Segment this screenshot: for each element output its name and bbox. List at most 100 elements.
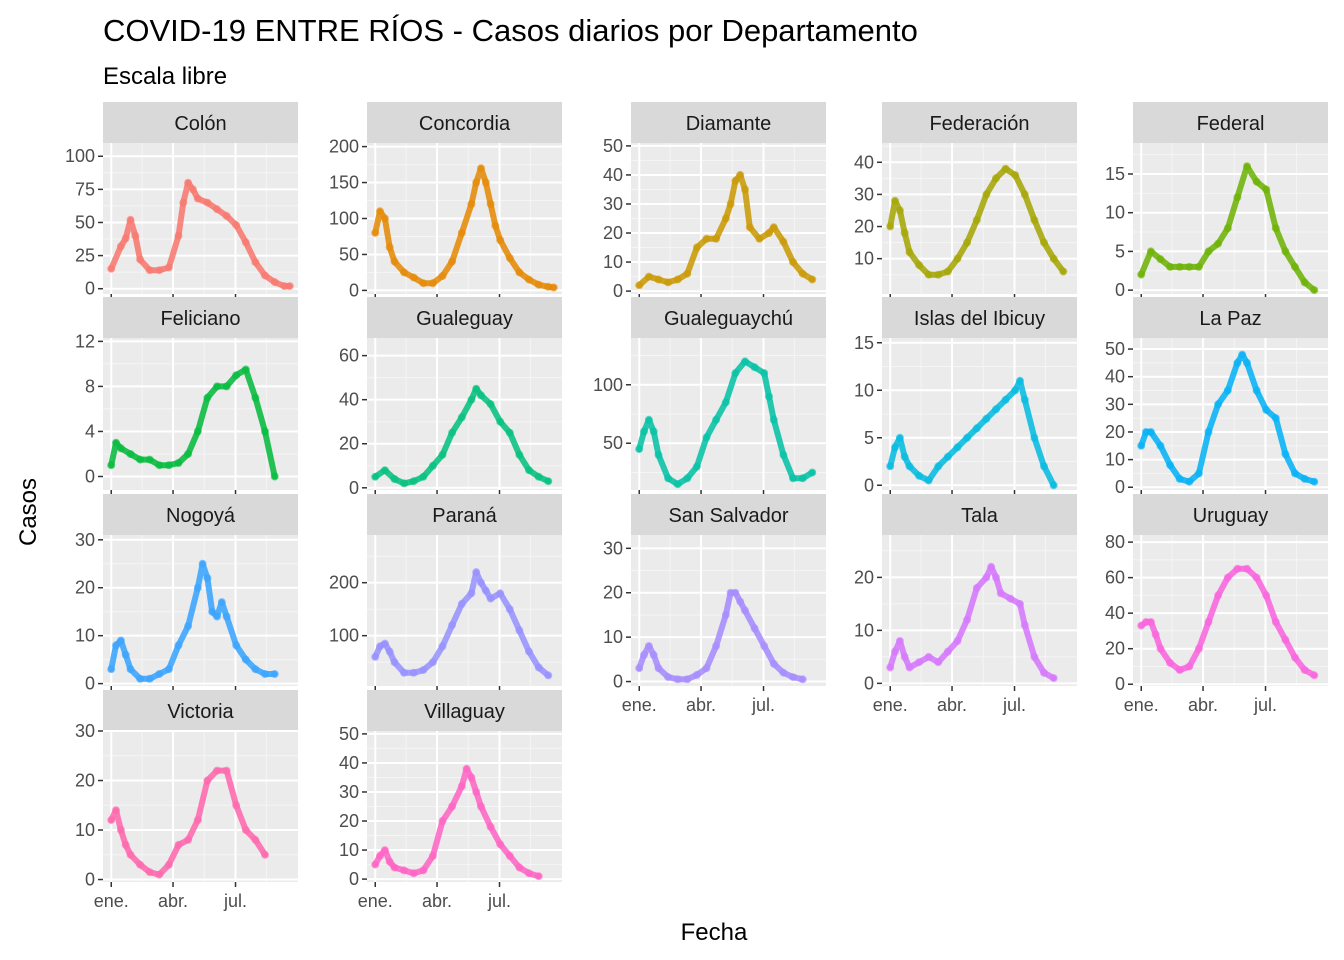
data-point (673, 675, 682, 684)
y-tick-label: 10 (854, 620, 874, 640)
y-tick-label: 50 (339, 244, 359, 264)
facet-strip (367, 494, 562, 535)
data-point (121, 840, 130, 849)
y-tick-label: 0 (349, 280, 359, 300)
data-point (428, 279, 437, 288)
data-point (915, 471, 924, 480)
y-tick-label: 60 (339, 346, 359, 366)
y-tick-label: 10 (854, 249, 874, 269)
data-point (760, 369, 769, 378)
data-point (184, 622, 193, 631)
data-point (789, 673, 797, 682)
data-point (107, 461, 116, 470)
data-point (1281, 247, 1290, 256)
data-point (1146, 428, 1155, 436)
data-point (1175, 474, 1184, 483)
data-point (1175, 666, 1184, 674)
y-tick-label: 10 (603, 252, 623, 272)
facet-strip (1133, 297, 1328, 338)
data-point (525, 466, 533, 475)
data-point (644, 272, 653, 281)
data-point (193, 194, 202, 203)
data-point (534, 872, 543, 881)
data-point (1156, 255, 1165, 264)
facet-strip-label: Diamante (686, 113, 772, 135)
data-point (213, 612, 221, 621)
y-tick-label: 40 (1105, 367, 1125, 387)
facet-san-salvador: San Salvador 0 10 20 30 ene. abr. jul. (603, 494, 826, 715)
data-point (1214, 591, 1223, 600)
y-tick-label: 50 (603, 433, 623, 453)
data-point (126, 850, 135, 859)
data-point (419, 279, 428, 288)
data-point (953, 637, 962, 645)
facet-strip (367, 297, 562, 338)
data-point (1011, 386, 1020, 395)
data-point (438, 272, 447, 280)
facet-parana: Paraná 100 200 (329, 494, 562, 691)
data-point (467, 773, 476, 782)
data-point (400, 268, 409, 277)
y-axis-label: Casos (15, 478, 42, 546)
data-point (1262, 405, 1271, 414)
data-point (116, 242, 125, 251)
x-tick-label: ene. (1124, 695, 1159, 715)
y-tick-label: 12 (75, 331, 95, 351)
data-point (808, 275, 817, 284)
y-tick-label: 20 (1105, 639, 1125, 659)
x-tick-label: jul. (223, 891, 247, 911)
data-point (1194, 262, 1203, 271)
data-point (1020, 395, 1029, 404)
data-point (992, 573, 1000, 582)
data-point (934, 270, 943, 279)
facet-strip (367, 102, 562, 143)
data-point (726, 200, 735, 208)
data-point (943, 452, 952, 461)
data-point (164, 860, 173, 869)
y-tick-label: 40 (603, 165, 623, 185)
data-point (467, 200, 476, 209)
data-point (380, 466, 389, 475)
data-point (972, 216, 981, 225)
data-point (155, 461, 164, 470)
data-point (953, 254, 962, 263)
data-point (188, 185, 197, 194)
facet-strip (103, 690, 298, 731)
data-point (895, 637, 904, 645)
series-line (636, 589, 806, 683)
data-point (769, 223, 778, 232)
data-point (915, 261, 924, 270)
data-point (145, 868, 154, 877)
data-point (789, 474, 797, 483)
data-point (649, 650, 658, 659)
data-point (486, 200, 495, 209)
data-point (241, 365, 250, 374)
data-point (886, 222, 895, 231)
data-point (112, 438, 120, 447)
data-point (1049, 254, 1058, 263)
y-tick-label: 20 (339, 811, 359, 831)
y-tick-label: 30 (75, 721, 95, 741)
data-point (765, 229, 773, 237)
data-point (943, 267, 952, 276)
data-point (467, 395, 476, 404)
data-point (481, 178, 490, 187)
facet-islas-del-ibicuy: Islas del Ibicuy 0 5 10 15 (854, 297, 1077, 495)
data-point (798, 675, 807, 684)
data-point (1310, 286, 1319, 295)
data-point (155, 670, 164, 678)
data-point (1223, 224, 1232, 233)
data-point (1262, 185, 1271, 194)
data-point (477, 802, 485, 811)
data-point (692, 670, 701, 679)
data-point (808, 468, 817, 477)
data-point (261, 271, 269, 280)
data-point (376, 207, 384, 216)
facet-strip-label: Federal (1197, 113, 1265, 135)
data-point (241, 238, 250, 247)
data-point (457, 782, 466, 791)
facet-strip-label: Victoria (167, 701, 234, 723)
data-point (1175, 262, 1184, 271)
facet-gualeguaychu: Gualeguaychú 50 100 (593, 297, 826, 495)
data-point (174, 459, 183, 467)
